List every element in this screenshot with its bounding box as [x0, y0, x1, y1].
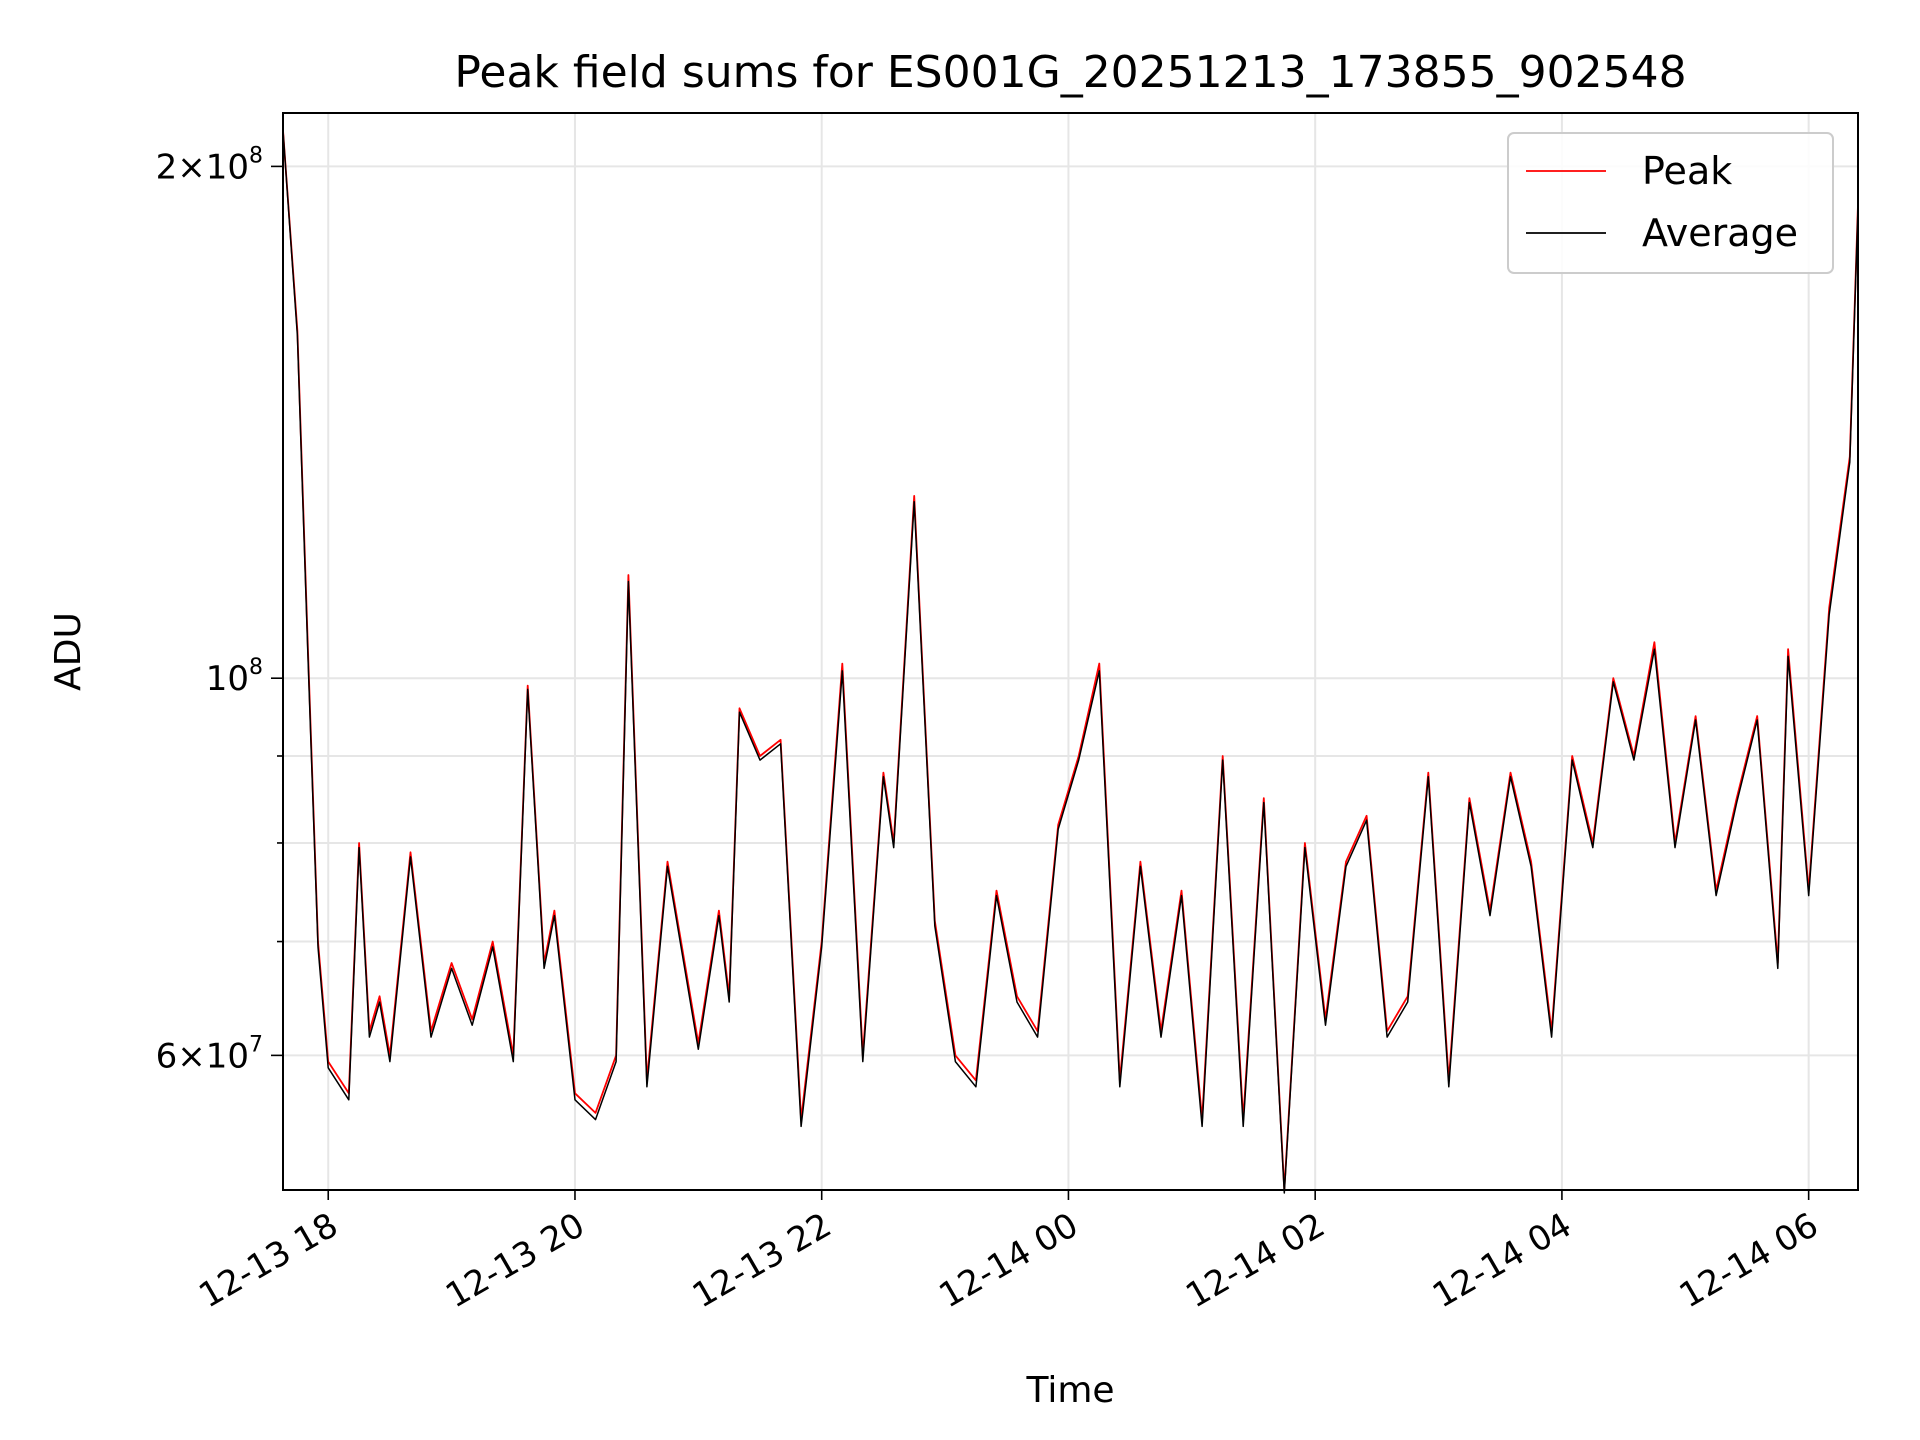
x-tick-label: 12-14 04 — [1426, 1205, 1578, 1316]
legend-label-average: Average — [1642, 211, 1798, 255]
x-tick-label: 12-14 06 — [1673, 1205, 1825, 1316]
x-tick-label: 12-14 02 — [1179, 1205, 1331, 1316]
plot-frame — [282, 112, 1859, 1191]
x-axis: 12-13 18 12-13 20 12-13 22 12-14 00 12-14 02… — [192, 1190, 1825, 1316]
series-line-peak — [282, 130, 1859, 1191]
y-tick-times: ×10 — [177, 1036, 249, 1076]
legend: Peak Average — [1507, 132, 1834, 274]
y-tick-exponent: 8 — [249, 655, 263, 680]
x-axis-label: Time — [1025, 1370, 1114, 1411]
y-tick-mantissa: 2 — [156, 147, 178, 187]
x-tick-label: 12-14 00 — [933, 1205, 1085, 1316]
y-tick-exponent: 7 — [249, 1032, 263, 1057]
x-tick-label: 12-13 22 — [686, 1205, 838, 1316]
y-axis-label: ADU — [48, 612, 89, 691]
x-tick-label: 12-13 20 — [439, 1205, 591, 1316]
legend-label-peak: Peak — [1642, 149, 1732, 193]
chart-title: Peak field sums for ES001G_20251213_1738… — [454, 47, 1686, 98]
y-tick-label: 2×108 — [156, 143, 263, 187]
y-tick-times: ×10 — [177, 147, 249, 187]
y-tick-mantissa: 6 — [156, 1036, 178, 1076]
series-line-average — [282, 130, 1859, 1194]
y-tick-exponent: 8 — [249, 143, 263, 168]
series-layer — [282, 130, 1859, 1194]
y-tick-base: 10 — [206, 659, 249, 699]
legend-box — [1507, 132, 1834, 274]
y-tick-label: 6×107 — [156, 1032, 263, 1076]
y-tick-label: 108 — [206, 655, 263, 699]
x-tick-label: 12-13 18 — [192, 1205, 344, 1316]
grid — [283, 113, 1858, 1190]
